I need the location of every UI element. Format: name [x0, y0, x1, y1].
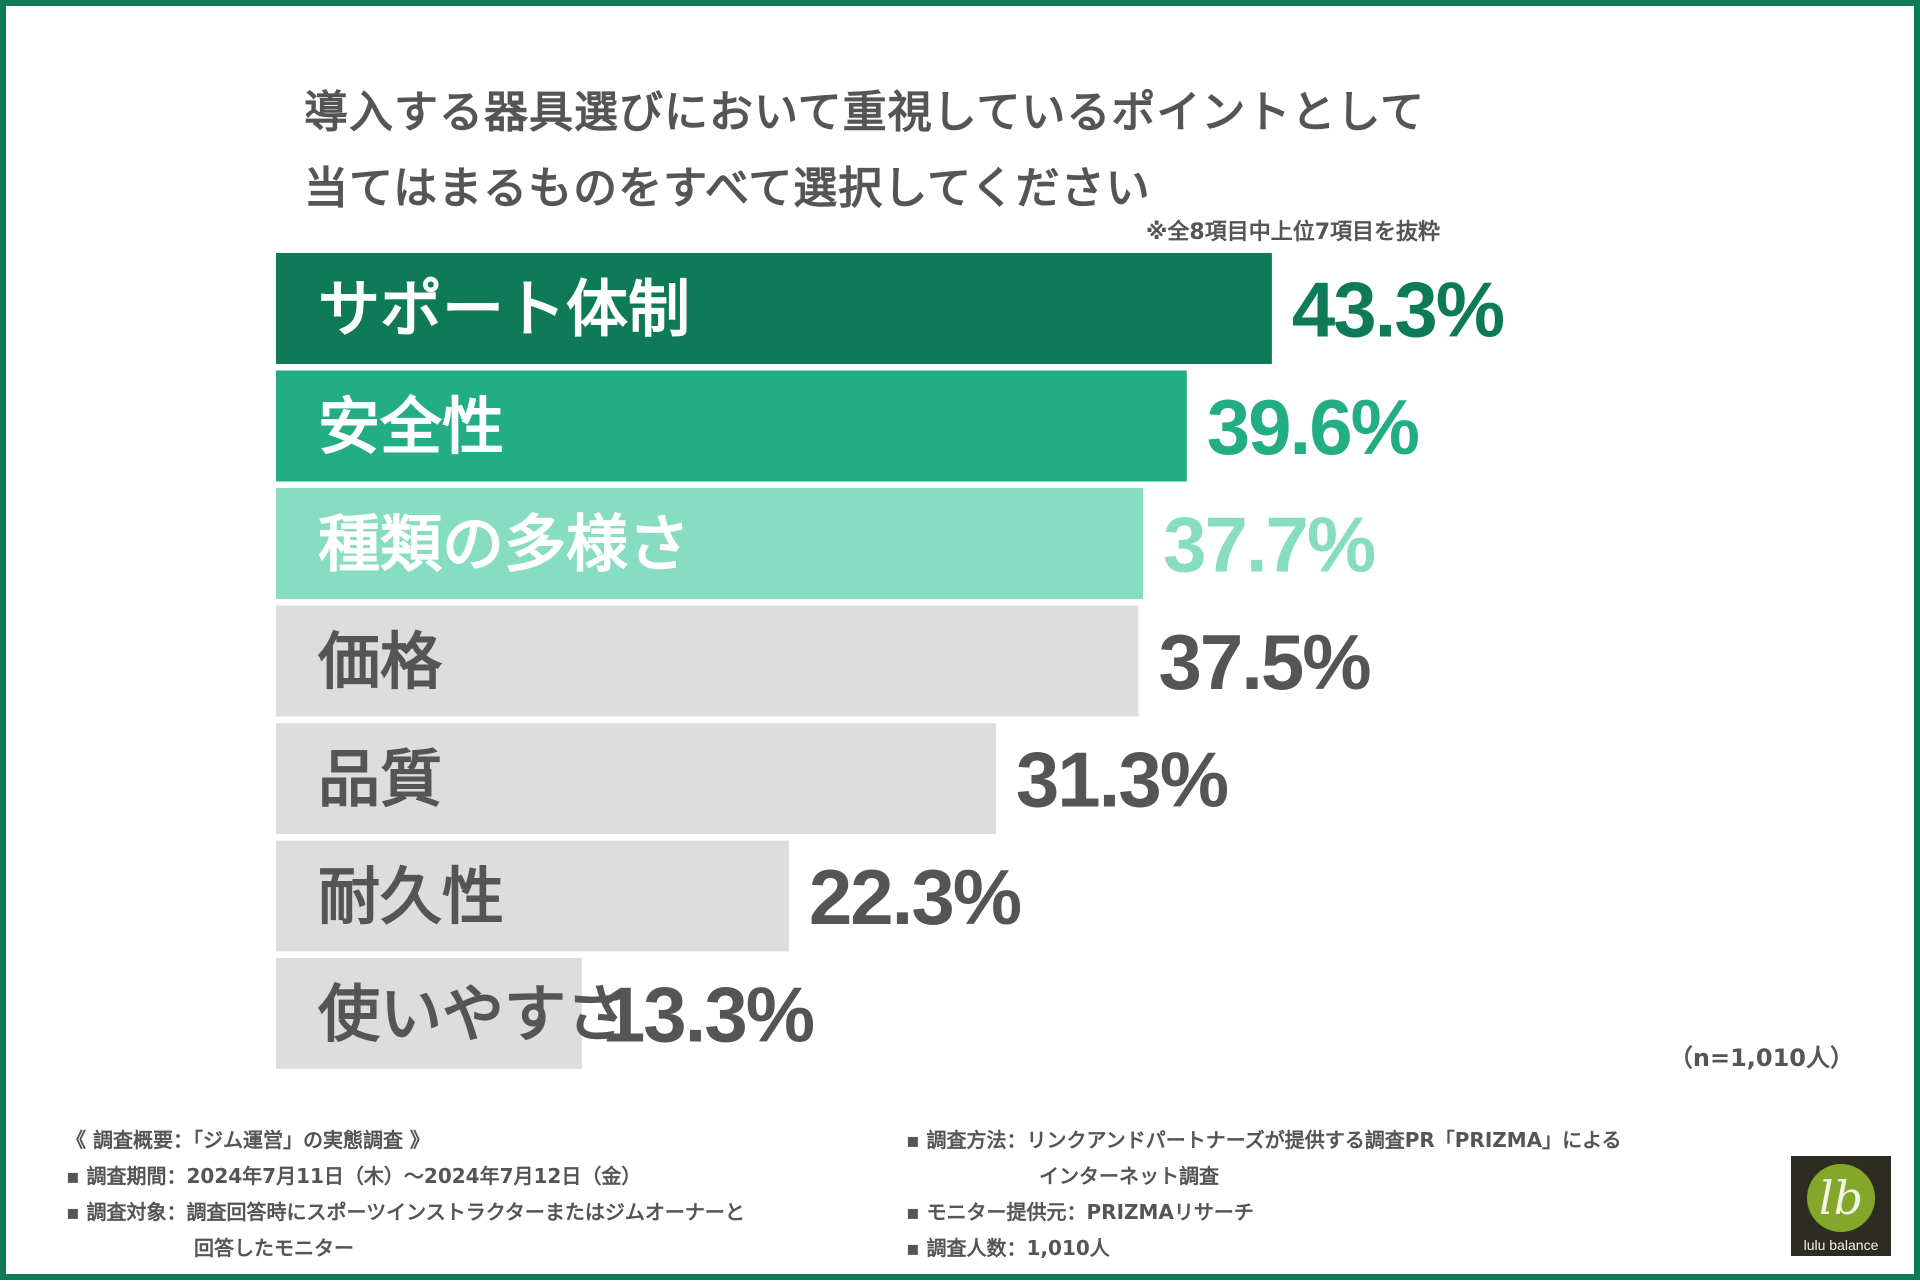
survey-period: ▪ 調査期間：2024年7月11日（木）～2024年7月12日（金） [66, 1164, 642, 1188]
sample-size: （n=1,010人） [1668, 1044, 1854, 1072]
survey-target: ▪ 調査対象：調査回答時にスポーツインストラクターまたはジムオーナーと [66, 1200, 745, 1224]
chart-note: ※全8項目中上位7項目を抜粋 [1146, 220, 1441, 245]
bar-3 [276, 488, 1144, 599]
monitor-provider: ▪ モニター提供元：PRIZMAリサーチ [906, 1200, 1254, 1224]
survey-method: ▪ 調査方法：リンクアンドパートナーズが提供する調査PR「PRIZMA」による [906, 1128, 1622, 1152]
bar-7 [276, 958, 582, 1069]
logo-text: lulu balance [1804, 1237, 1879, 1253]
survey-target-continued: 回答したモニター [194, 1236, 354, 1260]
bar-label-7: 使いやすさ [318, 978, 628, 1051]
bar-label-6: 耐久性 [318, 860, 504, 933]
value-label-4: 37.5% [1159, 618, 1371, 706]
bar-4 [276, 605, 1139, 717]
lulu-balance-logo: lb lulu balance [1791, 1156, 1891, 1256]
value-label-5: 31.3% [1016, 736, 1228, 824]
bar-5 [276, 723, 996, 834]
chart-title-line-2: 当てはまるものをすべて選択してください [304, 163, 1151, 214]
value-label-2: 39.6% [1207, 383, 1419, 471]
bar-2 [276, 370, 1187, 482]
bar-label-3: 種類の多様さ [318, 508, 690, 581]
bar-label-5: 品質 [318, 743, 442, 816]
value-label-7: 13.3% [602, 971, 814, 1059]
survey-count: ▪ 調査人数：1,010人 [906, 1236, 1110, 1260]
bar-label-2: 安全性 [318, 390, 504, 463]
bar-6 [276, 840, 789, 952]
value-label-6: 22.3% [809, 853, 1021, 941]
value-label-1: 43.3% [1292, 266, 1504, 354]
value-label-3: 37.7% [1163, 501, 1375, 589]
logo-mark: lb [1819, 1171, 1863, 1225]
chart-title-line-1: 導入する器具選びにおいて重視しているポイントとして [304, 87, 1426, 138]
bar-label-4: 価格 [317, 625, 443, 698]
bar-label-1: サポート体制 [318, 273, 690, 346]
survey-method-continued: インターネット調査 [1039, 1164, 1219, 1188]
bar-chart: サポート体制 43.3% 安全性 39.6% 種類の多様さ 37.7% 価格 37.5% 品質 3… [276, 253, 1506, 1069]
bar-1 [276, 253, 1272, 364]
survey-overview-heading: 《 調査概要：「ジム運営」の実態調査 》 [66, 1128, 430, 1152]
